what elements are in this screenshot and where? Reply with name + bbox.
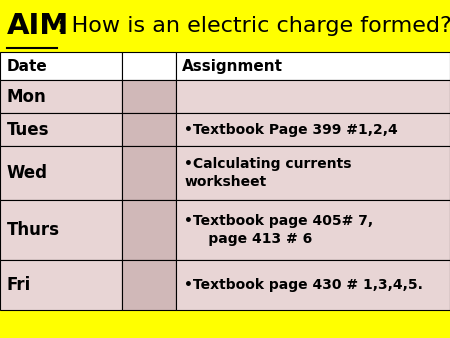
Bar [122, 260, 176, 310]
Bar [0, 146, 122, 200]
Bar [0, 113, 122, 146]
Text: •Textbook page 405# 7,
     page 413 # 6: •Textbook page 405# 7, page 413 # 6 [184, 214, 374, 246]
Bar [122, 52, 176, 80]
Text: •Textbook Page 399 #1,2,4: •Textbook Page 399 #1,2,4 [184, 123, 398, 137]
Bar [176, 80, 450, 113]
Bar [0, 52, 122, 80]
Bar [176, 52, 450, 80]
Bar [122, 200, 176, 260]
Text: Tues: Tues [7, 121, 49, 139]
Text: •Calculating currents
worksheet: •Calculating currents worksheet [184, 157, 352, 189]
Bar [0, 200, 122, 260]
Text: AIM: AIM [7, 12, 69, 40]
Bar [122, 113, 176, 146]
Bar [0, 80, 122, 113]
Bar [122, 80, 176, 113]
Text: Thurs: Thurs [7, 221, 60, 239]
Text: Assignment: Assignment [182, 59, 283, 74]
Bar [176, 200, 450, 260]
Bar [176, 260, 450, 310]
Text: •Textbook page 430 # 1,3,4,5.: •Textbook page 430 # 1,3,4,5. [184, 278, 423, 292]
Bar [176, 146, 450, 200]
Bar [122, 146, 176, 200]
Text: Wed: Wed [7, 164, 48, 182]
Bar [0, 0, 450, 52]
Text: : How is an electric charge formed?: : How is an electric charge formed? [57, 16, 450, 36]
Text: Mon: Mon [7, 88, 46, 106]
Bar [176, 113, 450, 146]
Text: Date: Date [7, 59, 48, 74]
Text: Fri: Fri [7, 276, 31, 294]
Bar [0, 260, 122, 310]
